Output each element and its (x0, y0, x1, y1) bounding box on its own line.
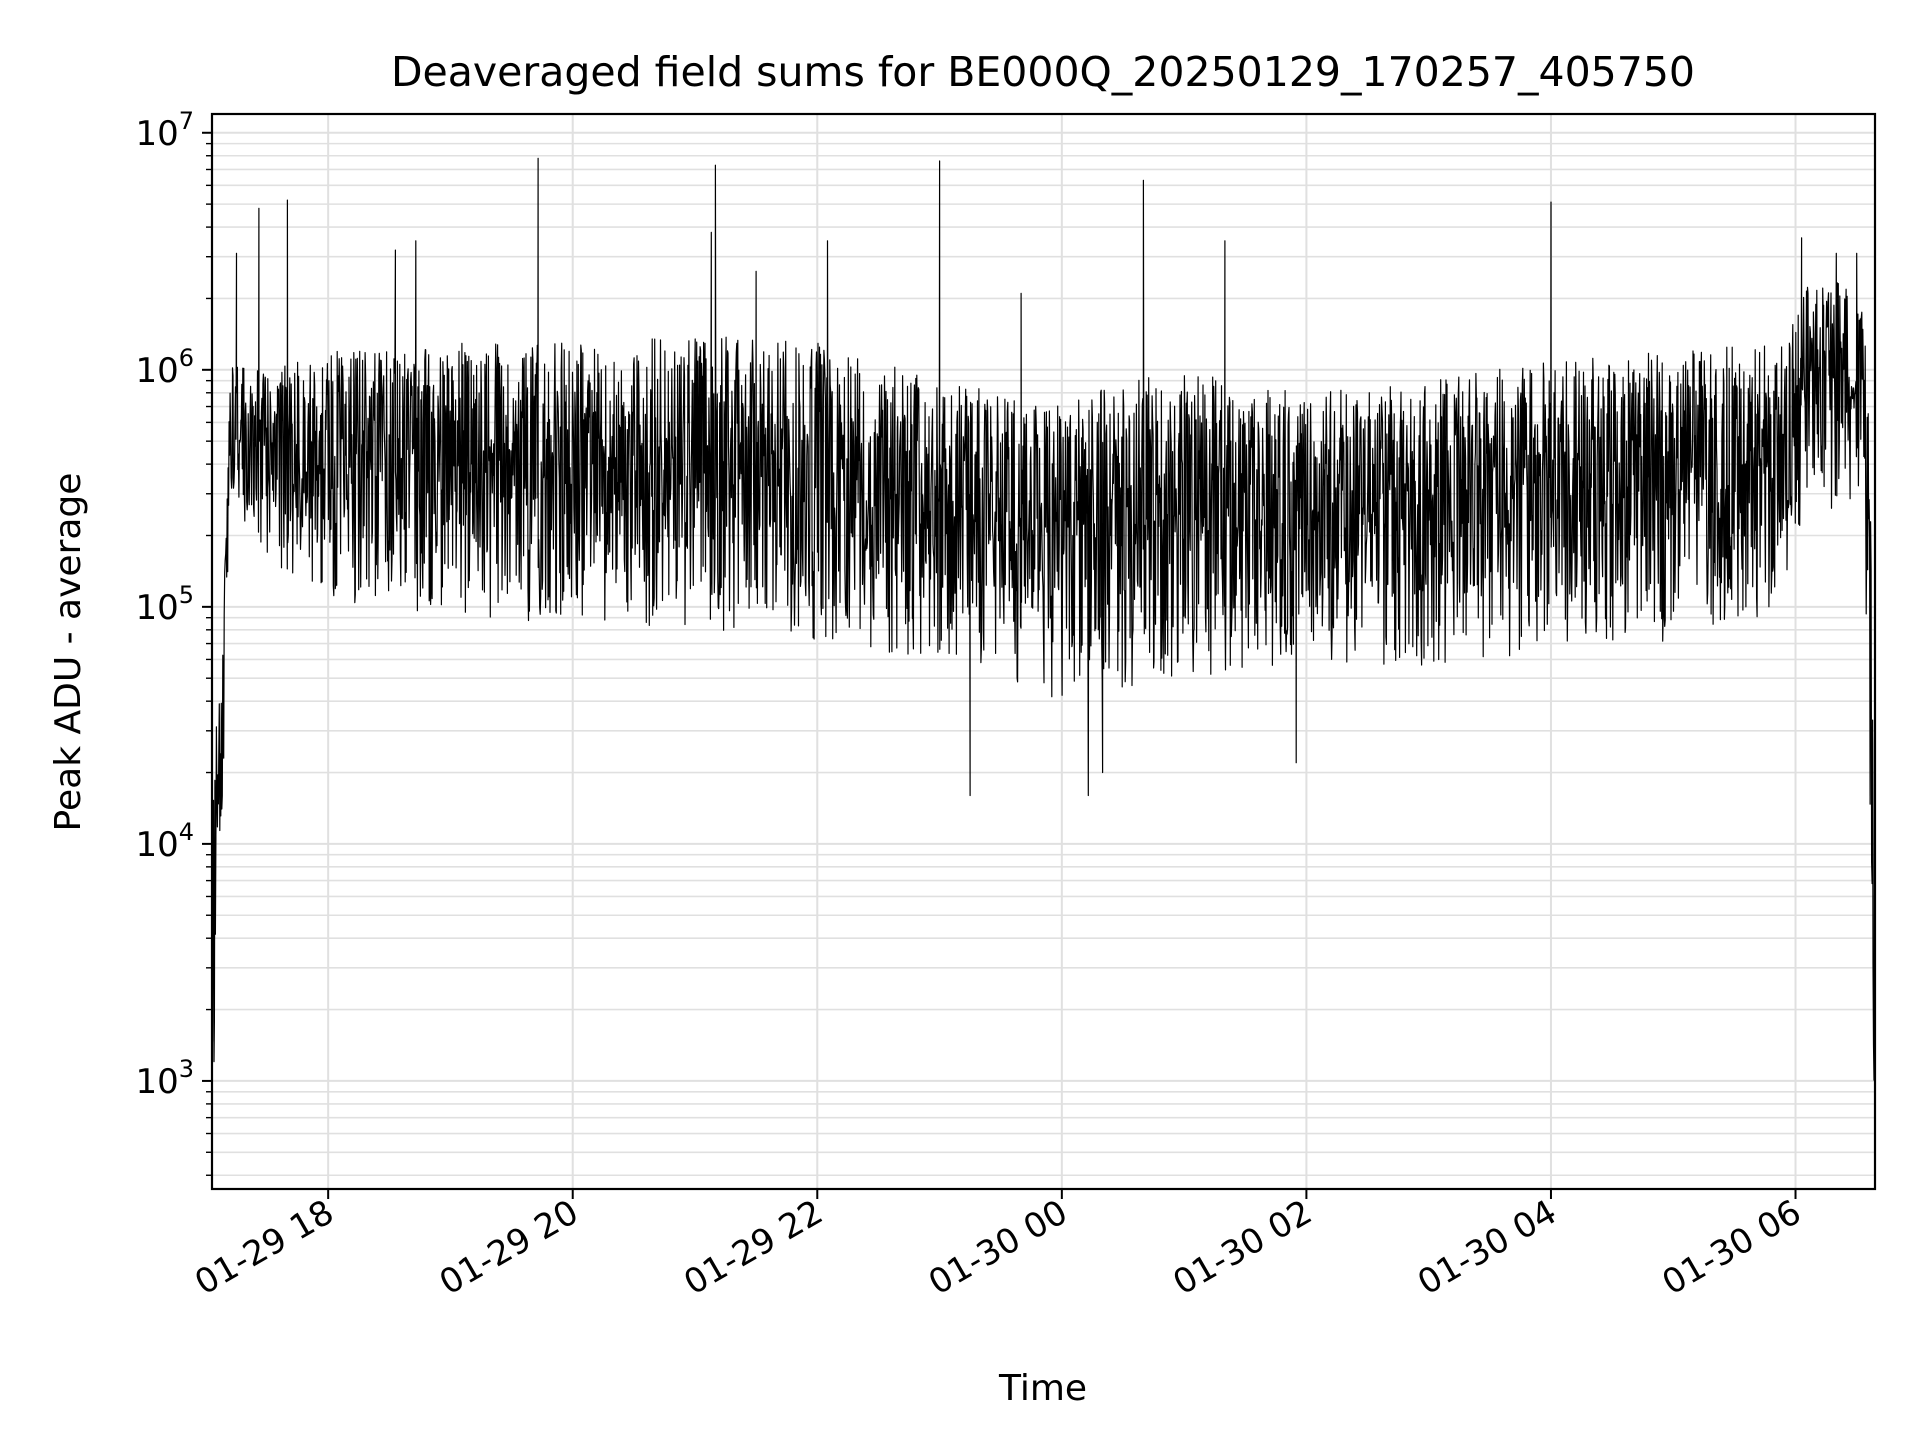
series-line (211, 157, 1876, 1081)
x-tick-label: 01-29 18 (188, 1192, 340, 1303)
series-path (211, 157, 1876, 1081)
x-tick-label: 01-30 00 (922, 1192, 1074, 1303)
x-axis: 01-29 18 01-29 20 01-29 22 01-30 00 01-30 02… (188, 1189, 1808, 1303)
y-tick-label: 103 (135, 1055, 194, 1102)
y-tick-label: 107 (135, 107, 194, 154)
x-tick-label: 01-30 06 (1656, 1192, 1808, 1303)
y-axis-label: Peak ADU - average (48, 473, 89, 832)
x-tick-label: 01-29 22 (677, 1192, 829, 1303)
y-tick-label: 105 (135, 581, 194, 628)
x-tick-label: 01-30 02 (1167, 1192, 1319, 1303)
x-tick-label: 01-29 20 (433, 1192, 585, 1303)
chart-title: Deaveraged field sums for BE000Q_2025012… (391, 48, 1695, 96)
x-axis-label: Time (998, 1368, 1087, 1409)
x-tick-label: 01-30 04 (1411, 1192, 1563, 1303)
plot-frame (210, 112, 1877, 1191)
y-tick-label: 104 (135, 818, 194, 865)
y-axis: 103 104 105 106 107 (135, 107, 212, 1176)
y-tick-label: 106 (135, 344, 194, 391)
